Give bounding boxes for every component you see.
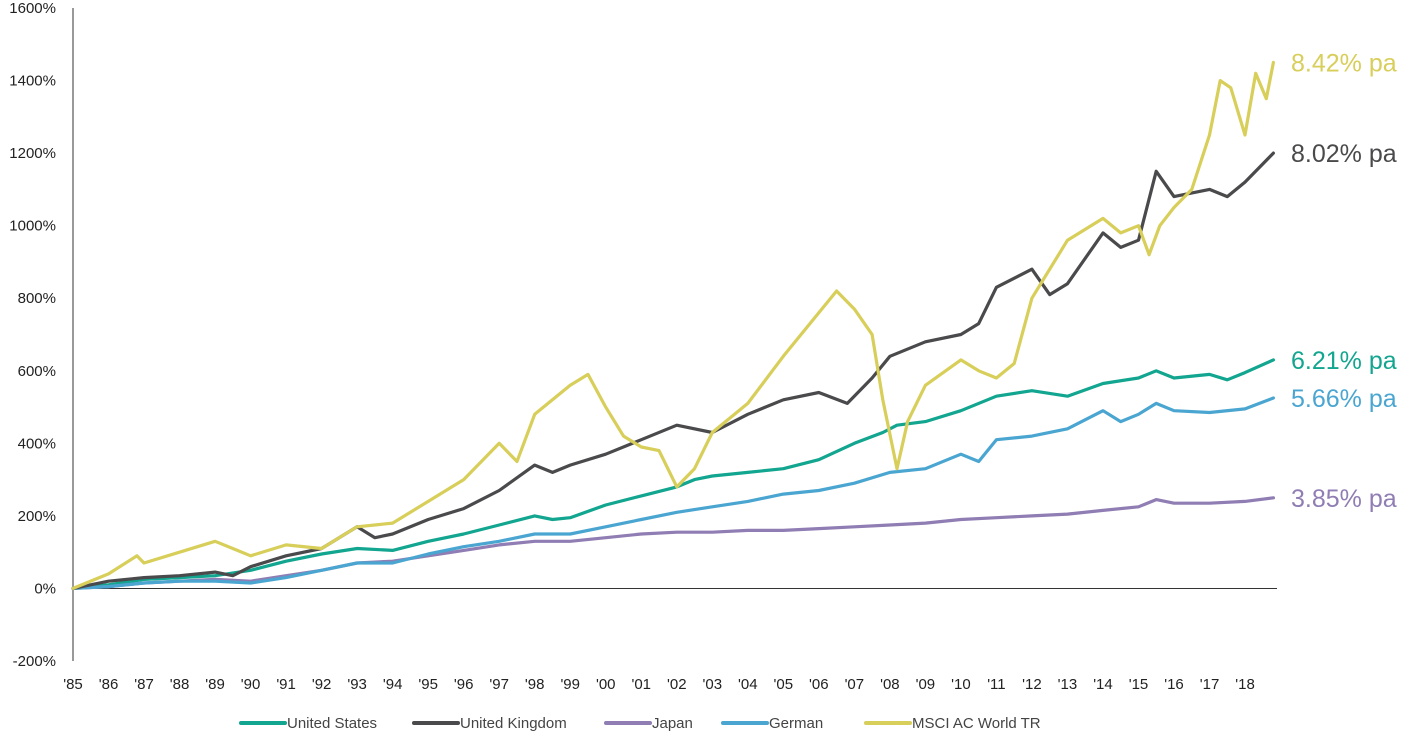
x-tick-label: '16 (1164, 676, 1184, 693)
x-axis: '85 '86 '87 '88 '89 '90 '91 '92 '93 '94 '95 '96 '97 '… (63, 587, 1277, 693)
x-tick-label: '96 (454, 676, 474, 693)
y-tick-label: 600% (18, 363, 56, 380)
x-tick-label: '04 (738, 676, 758, 693)
x-tick-label: '95 (418, 676, 438, 693)
x-tick-label: '10 (951, 676, 971, 693)
legend: United States United Kingdom Japan German MS… (239, 715, 1041, 732)
x-tick-label: '14 (1093, 676, 1113, 693)
legend-label: United Kingdom (460, 715, 567, 732)
x-tick-label: '02 (667, 676, 687, 693)
x-tick-label: '15 (1129, 676, 1149, 693)
x-tick-label: '90 (241, 676, 261, 693)
series-line (71, 358, 1276, 591)
y-tick-label: 400% (18, 435, 56, 452)
x-tick-label: '18 (1235, 676, 1255, 693)
legend-label: United States (287, 715, 377, 732)
x-tick-label: '94 (383, 676, 403, 693)
x-tick-label: '17 (1200, 676, 1220, 693)
x-tick-label: '99 (560, 676, 580, 693)
x-tick-label: '12 (1022, 676, 1042, 693)
x-tick-label: '01 (631, 676, 651, 693)
series-end-label: 3.85% pa (1291, 485, 1397, 513)
x-tick-label: '92 (312, 676, 332, 693)
y-tick-label: 0% (34, 580, 56, 597)
x-tick-label: '88 (170, 676, 190, 693)
series-lines (71, 60, 1276, 591)
y-tick-label: 800% (18, 290, 56, 307)
x-tick-label: '08 (880, 676, 900, 693)
x-tick-label: '09 (916, 676, 936, 693)
series-end-label: 5.66% pa (1291, 385, 1397, 413)
y-tick-label: 1400% (9, 73, 56, 90)
y-tick-label: -200% (13, 653, 56, 670)
x-tick-label: '13 (1058, 676, 1078, 693)
y-tick-label: 200% (18, 508, 56, 525)
y-tick-label: 1000% (9, 218, 56, 235)
x-tick-label: '89 (205, 676, 225, 693)
x-tick-label: '11 (987, 676, 1005, 693)
x-tick-label: '85 (63, 676, 83, 693)
series-line (71, 396, 1276, 591)
x-tick-label: '05 (774, 676, 794, 693)
series-line (71, 151, 1276, 591)
series-end-label: 8.42% pa (1291, 49, 1397, 77)
x-tick-label: '06 (809, 676, 829, 693)
x-tick-label: '03 (703, 676, 723, 693)
x-tick-label: '91 (276, 676, 296, 693)
x-tick-label: '07 (845, 676, 865, 693)
series-line (71, 60, 1276, 591)
series-end-label: 6.21% pa (1291, 347, 1397, 375)
x-tick-label: '00 (596, 676, 616, 693)
x-tick-label: '87 (134, 676, 154, 693)
series-line (71, 496, 1276, 591)
x-tick-label: '86 (99, 676, 119, 693)
x-tick-label: '93 (347, 676, 367, 693)
y-axis: -200% 0% 200% 400% 600% 800% 1000% 1200% 1400% 16… (9, 0, 74, 670)
y-tick-label: 1200% (9, 145, 56, 162)
series-end-label: 8.02% pa (1291, 140, 1397, 168)
x-tick-label: '97 (489, 676, 509, 693)
legend-label: MSCI AC World TR (912, 715, 1041, 732)
legend-label: Japan (652, 715, 693, 732)
x-tick-label: '98 (525, 676, 545, 693)
series-end-labels: 6.21% pa 8.02% pa 3.85% pa 5.66% pa 8.42% pa (1291, 49, 1397, 512)
legend-label: German (769, 715, 823, 732)
y-tick-label: 1600% (9, 0, 56, 17)
